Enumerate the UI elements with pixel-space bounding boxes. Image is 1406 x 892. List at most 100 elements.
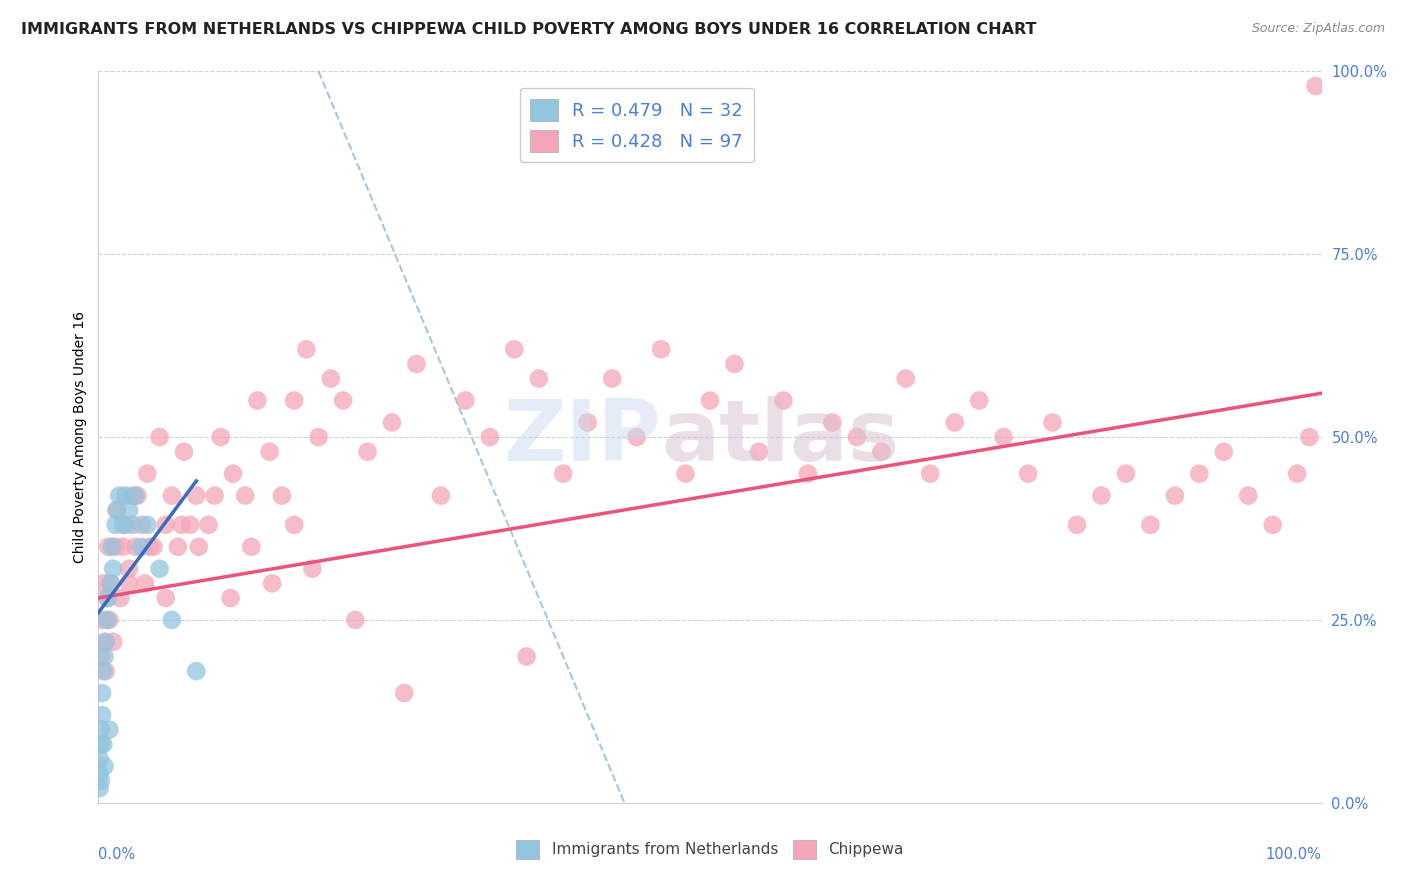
Point xyxy=(110,591,132,605)
Point xyxy=(1298,430,1320,444)
Point xyxy=(515,649,537,664)
Text: 100.0%: 100.0% xyxy=(1265,847,1322,862)
Legend: Immigrants from Netherlands, Chippewa: Immigrants from Netherlands, Chippewa xyxy=(510,834,910,864)
Point xyxy=(129,540,152,554)
Point xyxy=(943,416,966,430)
Point xyxy=(600,371,623,385)
Point xyxy=(101,635,124,649)
Point xyxy=(155,517,177,532)
Point xyxy=(91,664,114,678)
Point xyxy=(478,430,501,444)
Point xyxy=(93,759,115,773)
Point xyxy=(308,430,330,444)
Point xyxy=(100,576,122,591)
Point xyxy=(295,343,318,357)
Point xyxy=(1090,489,1112,503)
Point xyxy=(723,357,745,371)
Point xyxy=(270,489,294,503)
Point xyxy=(187,540,209,554)
Point xyxy=(240,540,263,554)
Point xyxy=(93,649,115,664)
Point xyxy=(93,635,115,649)
Point xyxy=(503,343,526,357)
Point xyxy=(91,737,114,751)
Point xyxy=(259,444,281,458)
Point xyxy=(104,517,127,532)
Y-axis label: Child Poverty Among Boys Under 16: Child Poverty Among Boys Under 16 xyxy=(73,311,87,563)
Point xyxy=(118,503,141,517)
Point xyxy=(219,591,242,605)
Point xyxy=(1139,517,1161,532)
Point xyxy=(98,723,121,737)
Point xyxy=(94,635,117,649)
Point xyxy=(89,781,111,796)
Point xyxy=(1286,467,1309,481)
Point xyxy=(576,416,599,430)
Point xyxy=(118,576,141,591)
Point xyxy=(91,576,114,591)
Point xyxy=(650,343,672,357)
Point xyxy=(90,773,112,788)
Point xyxy=(319,371,342,385)
Point xyxy=(89,766,111,780)
Point xyxy=(136,517,159,532)
Point xyxy=(136,467,159,481)
Point xyxy=(127,489,149,503)
Point xyxy=(920,467,942,481)
Point xyxy=(246,393,269,408)
Point xyxy=(845,430,868,444)
Point xyxy=(1115,467,1137,481)
Point xyxy=(94,664,117,678)
Point xyxy=(101,540,124,554)
Point xyxy=(344,613,367,627)
Point xyxy=(197,517,219,532)
Point xyxy=(222,467,245,481)
Point xyxy=(262,576,284,591)
Point xyxy=(124,540,146,554)
Point xyxy=(1066,517,1088,532)
Point xyxy=(173,444,195,458)
Point xyxy=(170,517,193,532)
Point xyxy=(89,752,111,766)
Point xyxy=(96,613,118,627)
Point xyxy=(821,416,844,430)
Point xyxy=(91,686,114,700)
Text: atlas: atlas xyxy=(661,395,900,479)
Point xyxy=(90,723,112,737)
Point xyxy=(283,517,305,532)
Point xyxy=(100,576,122,591)
Point xyxy=(527,371,550,385)
Point xyxy=(301,562,323,576)
Point xyxy=(142,540,165,554)
Point xyxy=(139,540,162,554)
Point xyxy=(111,517,134,532)
Point xyxy=(1212,444,1234,458)
Point xyxy=(179,517,201,532)
Point xyxy=(91,708,114,723)
Point xyxy=(90,737,112,751)
Point xyxy=(204,489,226,503)
Point xyxy=(160,489,183,503)
Point xyxy=(167,540,190,554)
Point xyxy=(332,393,354,408)
Text: Source: ZipAtlas.com: Source: ZipAtlas.com xyxy=(1251,22,1385,36)
Point xyxy=(186,489,208,503)
Point xyxy=(797,467,820,481)
Point xyxy=(104,540,127,554)
Point xyxy=(967,393,990,408)
Point xyxy=(121,517,143,532)
Point xyxy=(114,489,136,503)
Point xyxy=(134,576,156,591)
Point xyxy=(699,393,721,408)
Point xyxy=(101,562,124,576)
Point xyxy=(129,517,152,532)
Point xyxy=(1261,517,1284,532)
Point xyxy=(209,430,232,444)
Point xyxy=(97,591,120,605)
Point xyxy=(98,613,121,627)
Point xyxy=(108,489,131,503)
Point xyxy=(97,540,120,554)
Point xyxy=(1305,78,1327,93)
Point xyxy=(1042,416,1064,430)
Point xyxy=(105,503,128,517)
